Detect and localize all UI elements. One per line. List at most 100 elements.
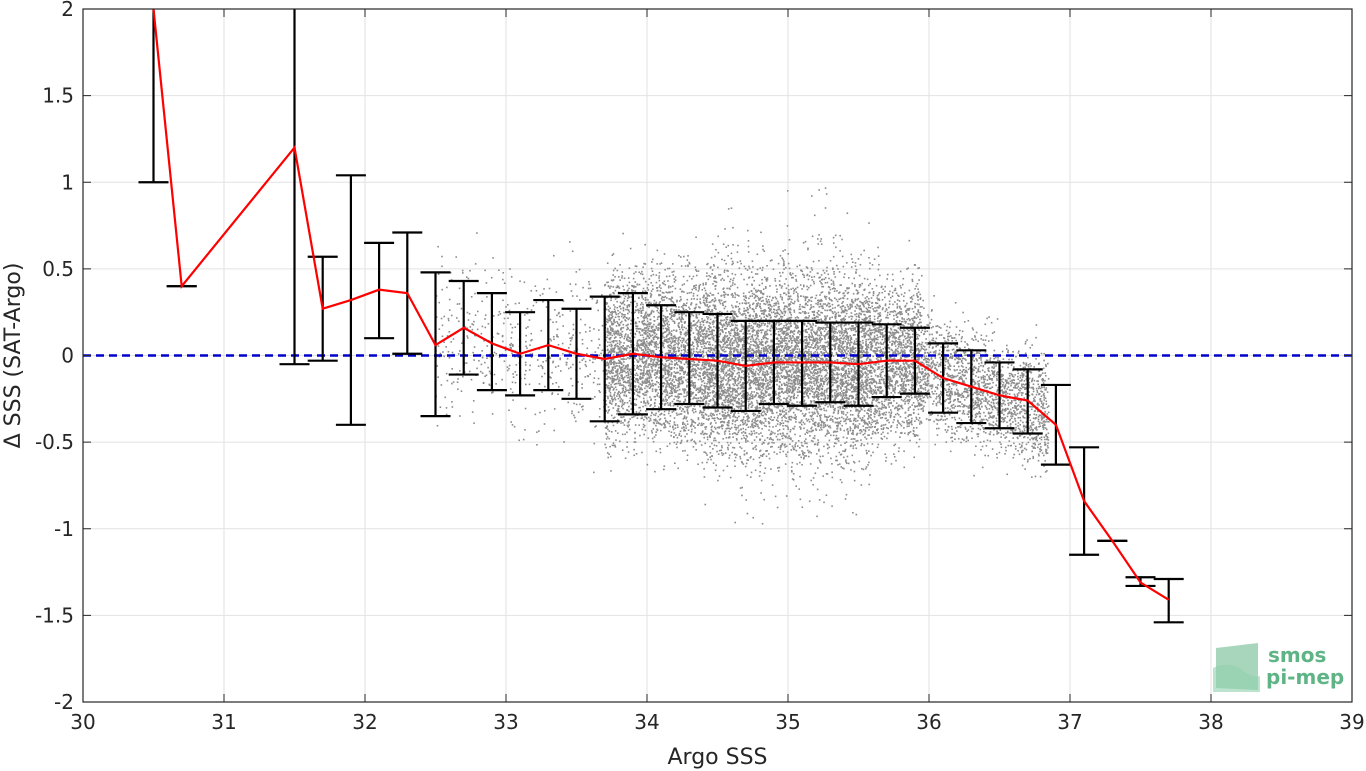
scatter-point <box>768 368 770 370</box>
scatter-point <box>724 412 727 414</box>
scatter-point <box>709 318 712 321</box>
scatter-point <box>614 312 617 314</box>
scatter-point <box>919 349 922 352</box>
scatter-point <box>764 310 767 312</box>
scatter-point <box>826 365 829 368</box>
scatter-point <box>691 384 694 387</box>
scatter-point <box>846 455 849 458</box>
scatter-point <box>903 363 905 366</box>
scatter-point <box>876 348 879 351</box>
scatter-point <box>608 382 611 384</box>
scatter-point <box>673 270 675 273</box>
scatter-point <box>673 423 676 426</box>
scatter-point <box>723 431 726 433</box>
scatter-point <box>909 406 911 408</box>
scatter-point <box>713 383 716 385</box>
scatter-point <box>676 414 678 416</box>
scatter-point <box>646 417 648 420</box>
scatter-point <box>607 411 609 414</box>
scatter-point <box>683 255 685 258</box>
scatter-point <box>835 246 837 249</box>
scatter-point <box>845 380 848 382</box>
scatter-point <box>910 419 913 422</box>
scatter-point <box>817 303 819 306</box>
scatter-point <box>714 469 717 472</box>
scatter-point <box>668 346 670 349</box>
scatter-point <box>722 291 725 293</box>
scatter-point <box>618 394 621 396</box>
scatter-point <box>658 363 661 366</box>
scatter-point <box>909 431 912 433</box>
scatter-point <box>690 391 693 393</box>
scatter-point <box>847 339 849 342</box>
scatter-point <box>682 371 685 374</box>
scatter-point <box>627 352 630 354</box>
scatter-point <box>683 326 686 329</box>
scatter-point <box>832 338 834 341</box>
scatter-point <box>872 292 875 295</box>
scatter-point <box>809 326 812 328</box>
scatter-point <box>651 258 654 261</box>
scatter-point <box>614 430 617 432</box>
scatter-point <box>711 298 714 301</box>
scatter-point <box>683 352 686 354</box>
scatter-point <box>861 374 864 377</box>
scatter-point <box>671 394 673 397</box>
scatter-point <box>701 431 704 434</box>
scatter-point <box>611 340 613 343</box>
scatter-point <box>900 286 902 289</box>
scatter-point <box>894 391 896 394</box>
scatter-point <box>718 385 721 387</box>
scatter-point <box>711 369 713 372</box>
scatter-point <box>687 378 689 381</box>
scatter-point <box>770 340 773 343</box>
scatter-point <box>770 396 772 399</box>
scatter-point <box>791 335 794 337</box>
scatter-point <box>854 310 856 312</box>
scatter-point <box>708 368 711 371</box>
scatter-point <box>892 279 894 281</box>
scatter-point <box>877 356 879 359</box>
scatter-point <box>911 356 913 359</box>
scatter-point <box>877 363 880 365</box>
scatter-point <box>797 362 800 365</box>
scatter-point <box>899 307 901 309</box>
scatter-point <box>636 325 639 327</box>
scatter-point <box>615 325 618 327</box>
scatter-point <box>622 285 624 288</box>
scatter-point <box>918 329 920 331</box>
scatter-point <box>850 367 853 370</box>
scatter-point <box>691 341 694 344</box>
scatter-point <box>695 268 697 271</box>
scatter-point <box>834 359 836 362</box>
scatter-point <box>903 365 906 368</box>
scatter-point <box>870 369 873 372</box>
scatter-point <box>692 332 695 334</box>
scatter-point <box>608 430 611 432</box>
scatter-point <box>652 353 655 356</box>
scatter-point <box>756 419 759 422</box>
scatter-point <box>734 273 737 276</box>
scatter-point <box>618 315 620 318</box>
scatter-point <box>903 318 905 320</box>
scatter-point <box>719 274 722 276</box>
scatter-point <box>904 320 906 323</box>
scatter-point <box>781 285 783 287</box>
scatter-point <box>637 317 639 319</box>
scatter-point <box>731 420 734 422</box>
scatter-point <box>753 414 755 417</box>
scatter-point <box>685 302 688 304</box>
scatter-point <box>605 403 608 406</box>
scatter-point <box>843 382 846 385</box>
scatter-point <box>920 408 923 410</box>
scatter-point <box>918 322 920 325</box>
scatter-point <box>903 356 906 358</box>
scatter-point <box>812 417 815 420</box>
scatter-point <box>683 416 686 419</box>
scatter-point <box>641 384 643 386</box>
scatter-point <box>664 424 666 427</box>
scatter-point <box>710 433 712 435</box>
scatter-point <box>707 316 710 319</box>
scatter-point <box>683 392 686 394</box>
